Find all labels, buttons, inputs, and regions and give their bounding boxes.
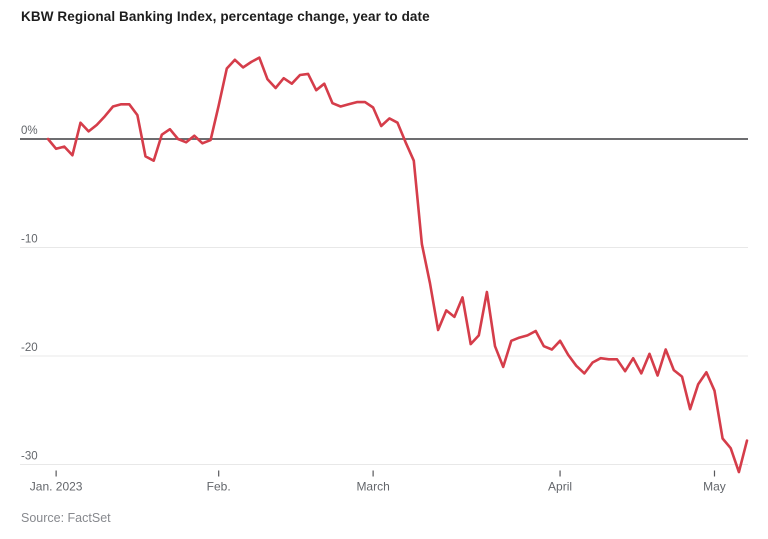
x-tick-label: March [356,480,389,494]
x-tick-label: April [548,480,572,494]
x-tick-label: Jan. 2023 [30,480,83,494]
y-axis-label: 0% [21,125,38,137]
y-axis-label: -30 [21,451,38,463]
x-tick-label: May [703,480,726,494]
y-axis-label: -10 [21,234,38,246]
chart-source: Source: FactSet [21,511,111,525]
x-tick-label: Feb. [207,480,231,494]
chart-title: KBW Regional Banking Index, percentage c… [21,9,430,24]
y-axis-label: -20 [21,342,38,354]
index-line-series [46,56,749,474]
